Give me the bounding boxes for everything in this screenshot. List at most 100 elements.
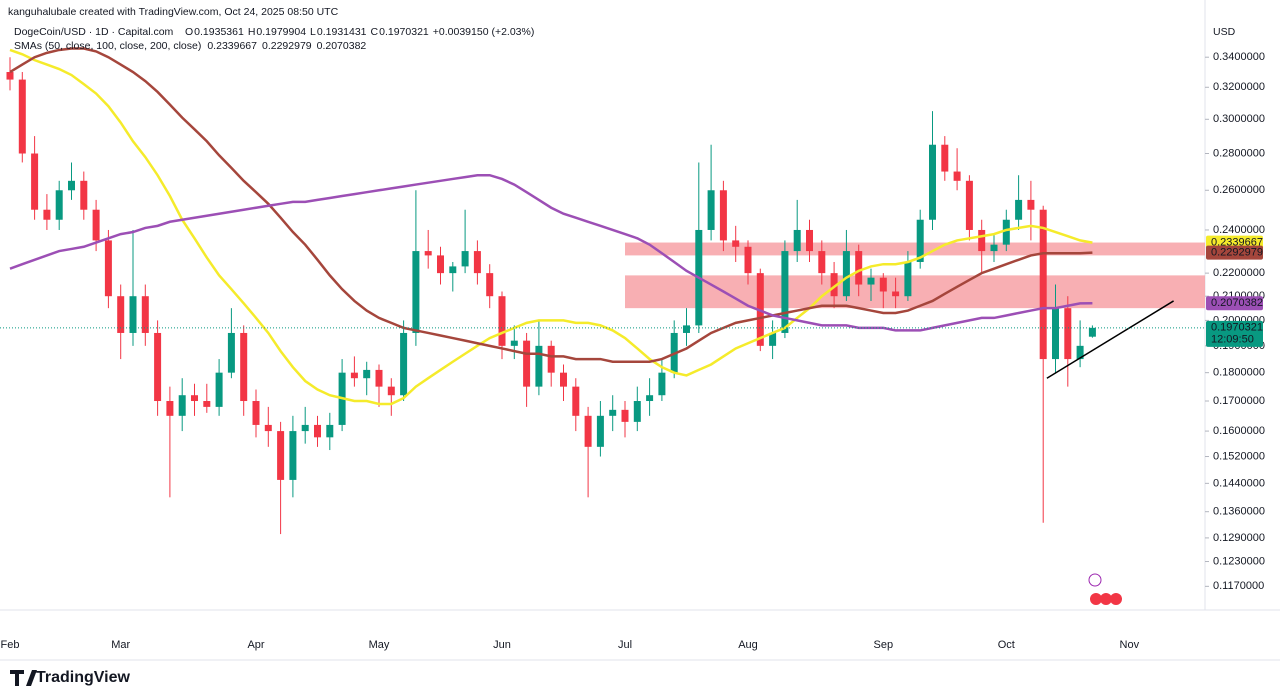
symbol: DogeCoin/USD · 1D · Capital.com [14, 26, 174, 38]
candle-body [621, 409, 629, 422]
candle-body [18, 79, 26, 154]
candle-body [92, 209, 100, 241]
candle-body [560, 372, 567, 387]
sma-line [9, 173, 1093, 332]
candle-body [289, 431, 297, 480]
ohlc-key: H [248, 26, 256, 38]
x-tick-label: May [369, 639, 390, 651]
y-tick-label: 0.2200000 [1213, 267, 1265, 279]
candle-body [314, 424, 321, 438]
flags [1088, 573, 1122, 605]
candle-body [1039, 209, 1047, 360]
candle-body [744, 246, 752, 274]
sma-legend: 0.2339667 0.2292979 0.2070382 [207, 40, 366, 52]
y-tick-label: 0.3000000 [1213, 113, 1265, 125]
candle-body [1002, 219, 1010, 245]
candle-body [1088, 327, 1096, 337]
candle-body [633, 401, 641, 422]
candle-body [646, 395, 654, 402]
plot [0, 47, 1205, 535]
y-tick-label: 0.2600000 [1213, 184, 1265, 196]
candle-body [178, 395, 186, 416]
price-tag-label: 0.1970321 [1211, 322, 1263, 334]
candle-body [277, 431, 285, 480]
candle-body [547, 345, 555, 373]
candle-body [264, 424, 272, 432]
candle-body [31, 153, 39, 210]
trendline [1046, 300, 1174, 379]
candle-body [596, 415, 604, 447]
x-tick-label: Mar [111, 639, 130, 651]
candle-body [104, 240, 112, 297]
sma-label: SMAs (50, close, 100, close, 200, close) [14, 40, 201, 52]
y-tick-label: 0.1170000 [1213, 580, 1264, 592]
candle-body [473, 251, 481, 274]
ohlc-value: 0.1935361 [194, 26, 244, 38]
candle-body [584, 415, 592, 447]
candle-body [781, 251, 789, 333]
candle-body [510, 340, 518, 346]
price-tag-label: 0.2339667 [1211, 237, 1263, 249]
candle-body [203, 401, 211, 407]
sma-value: 0.2070382 [317, 40, 367, 52]
logo: TradingView [10, 669, 131, 686]
candle-body [719, 190, 727, 241]
candle-body [129, 296, 137, 333]
candle-body [806, 229, 813, 252]
logo-mark [10, 670, 37, 686]
candle-body [818, 251, 826, 274]
y-tick-label: 0.1700000 [1213, 395, 1265, 407]
x-tick-label: Aug [738, 639, 758, 651]
ohlc-value: 0.1970321 [379, 26, 429, 38]
candle-body [855, 251, 863, 285]
sma-line [9, 47, 1093, 364]
candle-body [1052, 308, 1059, 360]
x-tick-label: Sep [874, 639, 894, 651]
ohlc-change: +0.0039150 (+2.03%) [433, 26, 535, 38]
x-tick-label: Jul [618, 639, 632, 651]
candle-body [830, 273, 838, 297]
candle-body [141, 296, 149, 333]
candle-body [412, 251, 420, 333]
event-icon[interactable] [1110, 593, 1122, 605]
candle-body [1076, 345, 1084, 360]
x-tick-label: Oct [998, 639, 1015, 651]
candle-body [609, 409, 617, 416]
candle-body [1015, 199, 1023, 220]
resistance-zone [625, 242, 1205, 256]
event-icon[interactable] [1100, 593, 1112, 605]
candle-body [43, 209, 51, 220]
candle-body [1064, 308, 1072, 360]
candle-body [387, 386, 395, 396]
candle-body [990, 244, 998, 252]
y-tick-label: 0.1440000 [1213, 477, 1265, 489]
y-tick-label: 0.1600000 [1213, 425, 1265, 437]
candle-body [350, 372, 358, 379]
ohlc-value: 0.1931431 [317, 26, 367, 38]
countdown: 12:09:50 [1211, 334, 1254, 346]
candle-body [424, 251, 432, 256]
price-tag [1206, 320, 1263, 347]
candle-body [6, 72, 14, 80]
candle-body [363, 369, 371, 379]
candle-body [326, 424, 334, 438]
sma-line [9, 48, 1093, 406]
candle-body [117, 296, 125, 333]
candle-body [449, 266, 457, 274]
candle-body [227, 332, 235, 373]
x-tick-label: Apr [247, 639, 264, 651]
y-tick-label: 0.1520000 [1213, 450, 1265, 462]
y-tick-label: 0.3200000 [1213, 81, 1265, 93]
event-icon[interactable] [1090, 593, 1102, 605]
candle-body [965, 180, 973, 230]
candle-body [215, 372, 223, 407]
currency: USD [1213, 26, 1236, 38]
ohlc-key: C [371, 26, 379, 38]
price-tag [1206, 296, 1263, 311]
candle-body [301, 424, 309, 432]
event-icon[interactable] [1088, 573, 1102, 587]
x-tick-label: Feb [1, 639, 20, 651]
ohlc-key: O [185, 26, 193, 38]
candle-body [867, 277, 875, 285]
